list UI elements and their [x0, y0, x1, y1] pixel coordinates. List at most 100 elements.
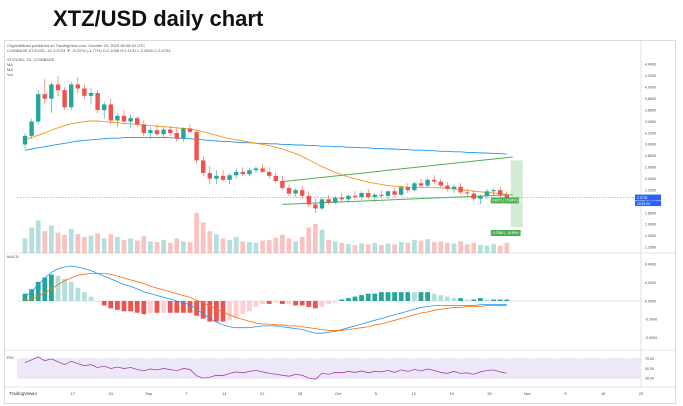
- volume-bar: [62, 234, 67, 253]
- volume-bar: [29, 227, 34, 253]
- macd-histogram-bar: [484, 299, 490, 301]
- macd-histogram-bar: [471, 299, 477, 301]
- chart-canvas[interactable]: 4.4000 4.2000 4.0000 3.8000 3.6000 3.4000 3.20…: [5, 41, 675, 403]
- candle-body: [121, 115, 127, 122]
- macd-histogram-bar: [405, 292, 411, 301]
- measure-down-box: [510, 197, 523, 228]
- signal-line: [24, 272, 507, 331]
- macd-tick-label: -0.2000: [645, 318, 657, 322]
- macd-histogram-bar: [273, 301, 279, 303]
- candle-body: [412, 183, 417, 191]
- candle-body: [300, 190, 305, 196]
- volume-bar: [121, 239, 127, 253]
- indicator-label-ma2[interactable]: MA: [7, 67, 13, 72]
- indicator-label-ma1[interactable]: MA: [7, 62, 13, 67]
- volume-bar: [134, 240, 140, 253]
- macd-histogram-bar: [233, 301, 239, 318]
- macd-histogram-bar: [478, 298, 483, 301]
- macd-histogram-bar: [293, 301, 298, 306]
- macd-line: [24, 265, 507, 334]
- candle-body: [62, 90, 67, 108]
- macd-histogram-bar: [438, 295, 444, 301]
- price-tick-label: 3.0000: [645, 143, 656, 147]
- volume-bar: [55, 232, 61, 253]
- macd-histogram-bar: [115, 301, 120, 310]
- macd-histogram-bar: [332, 301, 338, 303]
- volume-bar: [313, 223, 318, 253]
- candle-body: [352, 195, 358, 197]
- candle-body: [69, 84, 74, 108]
- candle-body: [220, 175, 226, 180]
- candle-body: [405, 187, 410, 191]
- candle-body: [42, 94, 47, 99]
- macd-histogram-bar: [253, 301, 259, 307]
- time-tick-label: Sep: [145, 392, 152, 396]
- candle-body: [458, 186, 463, 193]
- volume-bar: [154, 242, 160, 253]
- volume-bar: [260, 240, 265, 253]
- macd-histogram-bar: [260, 301, 265, 304]
- volume-bar: [352, 245, 358, 253]
- price-tick-label: 1.6000: [645, 223, 656, 227]
- chart-panel[interactable]: CryptoMitrani published on TradingView.c…: [4, 40, 676, 404]
- macd-histogram-bar: [379, 292, 384, 301]
- price-tick-label: 2.6000: [645, 166, 656, 170]
- volume-bar: [445, 242, 450, 253]
- indicator-label-vol[interactable]: Vol: [7, 72, 13, 77]
- volume-bar: [187, 242, 193, 253]
- volume-bar: [247, 242, 252, 253]
- time-tick-label: 14: [222, 392, 226, 396]
- macd-histogram-bar: [339, 299, 345, 301]
- rsi-label[interactable]: RSI: [7, 355, 14, 360]
- candle-body: [333, 197, 338, 203]
- candle-body: [22, 135, 28, 145]
- time-tick-label: 19: [450, 392, 454, 396]
- volume-bar: [379, 245, 384, 253]
- volume-bar: [425, 239, 430, 253]
- macd-histogram-bar: [187, 301, 193, 313]
- volume-bar: [200, 222, 206, 253]
- macd-histogram-bar: [88, 296, 94, 301]
- volume-bar: [504, 242, 510, 253]
- candle-body: [174, 133, 179, 139]
- candle-body: [187, 128, 193, 132]
- volume-bar: [75, 234, 81, 253]
- volume-bar: [293, 241, 298, 253]
- volume-bar: [233, 237, 239, 253]
- candle-body: [253, 168, 259, 171]
- volume-bar: [174, 238, 180, 253]
- candle-body: [95, 93, 100, 111]
- candle-body: [141, 124, 146, 133]
- candle-body: [194, 131, 199, 161]
- ma-slow-line: [24, 137, 507, 155]
- candle-body: [247, 170, 252, 175]
- time-tick-label: 28: [298, 392, 302, 396]
- time-tick-label: 21: [260, 392, 264, 396]
- current-price-tag: [635, 194, 661, 201]
- volume-bar: [326, 239, 331, 253]
- volume-bar: [332, 241, 338, 253]
- volume-bar: [207, 231, 213, 253]
- time-tick-label: 16: [601, 392, 605, 396]
- volume-bar: [497, 245, 503, 253]
- candle-body: [438, 181, 443, 186]
- volume-bar: [101, 238, 107, 253]
- macd-histogram-bar: [240, 301, 246, 315]
- macd-histogram-bar: [121, 301, 127, 312]
- candle-body: [372, 194, 377, 197]
- volume-bar: [412, 239, 417, 253]
- macd-label[interactable]: MACD: [7, 254, 19, 259]
- volume-bar: [49, 225, 54, 253]
- volume-bar: [392, 244, 397, 253]
- macd-histogram-bar: [319, 301, 325, 307]
- candle-body: [484, 191, 490, 196]
- macd-histogram-bar: [141, 301, 147, 315]
- macd-tick-label: -0.4000: [645, 336, 657, 340]
- candle-body: [491, 190, 496, 192]
- candle-body: [286, 187, 292, 194]
- macd-histogram-bar: [148, 301, 153, 313]
- candle-body: [148, 130, 153, 133]
- macd-histogram-bar: [82, 292, 87, 301]
- candle-body: [399, 187, 404, 195]
- candle-body: [214, 175, 219, 179]
